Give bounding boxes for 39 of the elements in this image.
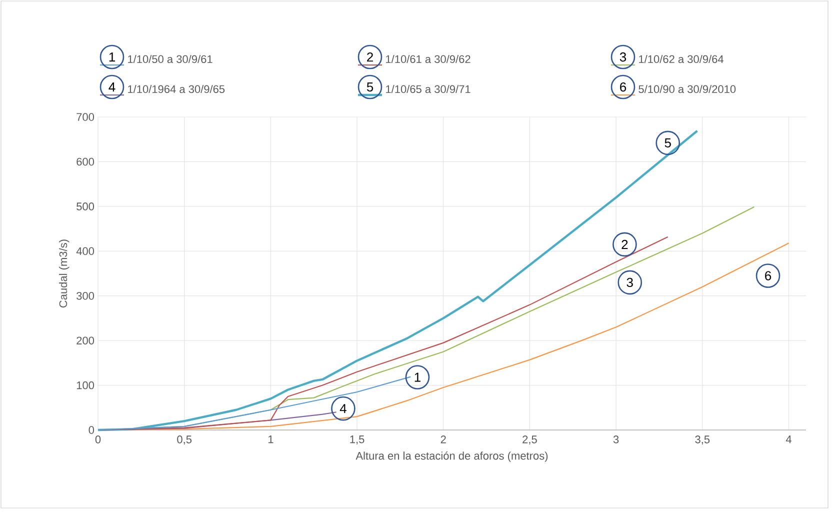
legend-label: 1/10/62 a 30/9/64 xyxy=(639,54,724,64)
legend-label: 1/10/61 a 30/9/62 xyxy=(386,54,470,64)
y-tick-label: 200 xyxy=(76,336,94,344)
x-tick-label: 0 xyxy=(95,436,101,444)
annotation: 3 xyxy=(626,278,633,288)
legend-label: 5/10/90 a 30/9/2010 xyxy=(638,84,736,94)
legend-label: 1/10/1964 a 30/9/65 xyxy=(128,84,225,94)
text: 2 xyxy=(367,52,373,62)
annotation: 1 xyxy=(414,372,420,382)
annotation: 4 xyxy=(340,404,346,414)
x-tick-label: 3 xyxy=(613,436,619,444)
annotation: 2 xyxy=(622,240,628,249)
y-tick-label: 400 xyxy=(76,247,94,256)
x-axis-title: Altura en la estación de aforos (metros) xyxy=(356,451,548,462)
y-tick-label: 500 xyxy=(76,202,94,210)
text: 1 xyxy=(109,52,115,62)
text: 3 xyxy=(620,52,626,62)
x-tick-label: 2,5 xyxy=(522,436,537,445)
x-tick-label: 4 xyxy=(786,436,792,444)
text: 5 xyxy=(366,82,374,92)
legend-label: 1/10/65 a 30/9/71 xyxy=(386,84,470,94)
x-tick-label: 1,5 xyxy=(350,436,364,445)
text: 6 xyxy=(620,82,626,92)
line-series xyxy=(96,130,698,432)
annotation: 6 xyxy=(765,271,772,280)
x-tick-label: 3,5 xyxy=(695,436,710,445)
x-tick-label: 1 xyxy=(268,436,274,444)
x-tick-label: 2 xyxy=(440,436,446,444)
y-tick-label: 0 xyxy=(88,426,94,434)
legend-label: 1/10/50 a 30/9/61 xyxy=(128,54,212,64)
y-tick-label: 300 xyxy=(76,292,94,300)
annotation: 5 xyxy=(664,138,671,148)
line-series xyxy=(97,376,412,431)
y-axis-title: Caudal (m3/s) xyxy=(59,240,70,308)
x-tick-label: 0,5 xyxy=(177,436,192,445)
text: 4 xyxy=(108,82,116,92)
y-tick-label: 100 xyxy=(76,381,94,390)
y-tick-label: 600 xyxy=(76,158,94,166)
y-tick-label: 700 xyxy=(76,113,94,121)
